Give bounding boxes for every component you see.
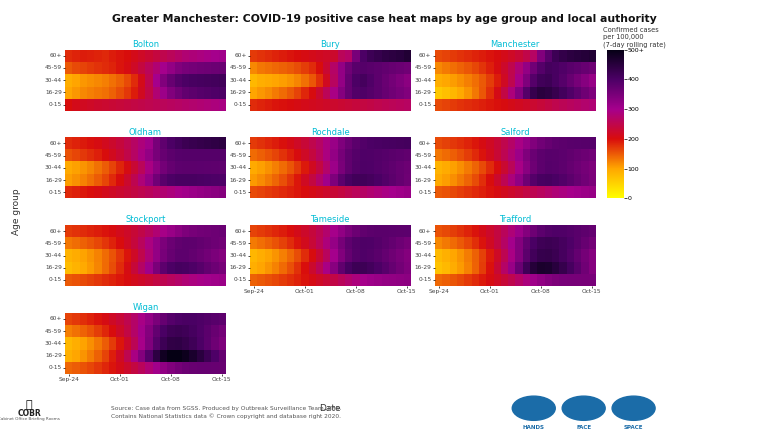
Title: Tameside: Tameside [310, 215, 350, 224]
Title: Trafford: Trafford [499, 215, 531, 224]
Text: Confirmed cases
per 100,000
(7-day rolling rate): Confirmed cases per 100,000 (7-day rolli… [603, 27, 666, 48]
Text: COBR: COBR [18, 410, 41, 418]
Title: Wigan: Wigan [132, 303, 159, 312]
Text: FACE: FACE [576, 425, 591, 430]
Text: Greater Manchester: COVID-19 positive case heat maps by age group and local auth: Greater Manchester: COVID-19 positive ca… [111, 14, 657, 25]
Title: Oldham: Oldham [129, 127, 162, 137]
Text: HANDS: HANDS [523, 425, 545, 430]
Text: Age group: Age group [12, 188, 22, 235]
Title: Stockport: Stockport [125, 215, 166, 224]
Text: Date: Date [319, 404, 341, 413]
Text: SPACE: SPACE [624, 425, 644, 430]
Title: Manchester: Manchester [491, 40, 540, 49]
Text: Source: Case data from SGSS. Produced by Outbreak Surveillance Team, PHE.
Contai: Source: Case data from SGSS. Produced by… [111, 407, 342, 419]
Title: Rochdale: Rochdale [311, 127, 349, 137]
Title: Bolton: Bolton [132, 40, 159, 49]
Title: Bury: Bury [320, 40, 340, 49]
Title: Salford: Salford [500, 127, 530, 137]
Text: Cabinet Office Briefing Rooms: Cabinet Office Briefing Rooms [0, 417, 60, 421]
Text: 🏛: 🏛 [26, 400, 32, 410]
